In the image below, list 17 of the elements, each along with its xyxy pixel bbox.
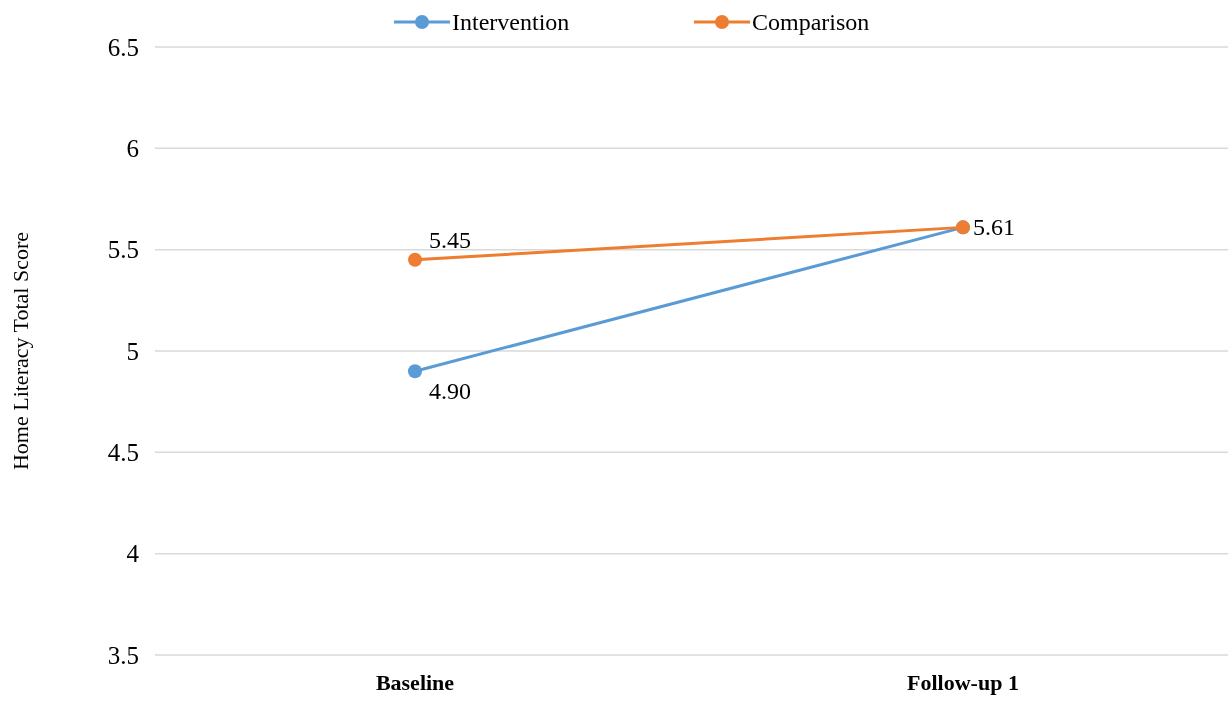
data-label: 5.45	[429, 226, 471, 253]
y-tick-label: 5.5	[107, 236, 139, 264]
y-tick-label: 6	[126, 135, 139, 163]
y-tick-label: 3.5	[107, 641, 139, 669]
y-tick-label: 5	[126, 337, 139, 365]
y-axis-title: Home Literacy Total Score	[8, 231, 33, 471]
x-tick-label: Baseline	[375, 670, 455, 695]
y-tick-label: 4.5	[107, 439, 139, 467]
data-label: 4.90	[429, 378, 471, 405]
data-label: 5.61	[973, 214, 1015, 241]
point	[408, 364, 422, 379]
y-tick-label: 6.5	[107, 33, 139, 61]
x-tick-label: Follow-up 1	[907, 670, 1019, 695]
legend-label: Intervention	[452, 9, 570, 36]
y-tick-label: 4	[126, 540, 140, 568]
point	[408, 252, 422, 267]
legend-label: Comparison	[752, 9, 870, 36]
